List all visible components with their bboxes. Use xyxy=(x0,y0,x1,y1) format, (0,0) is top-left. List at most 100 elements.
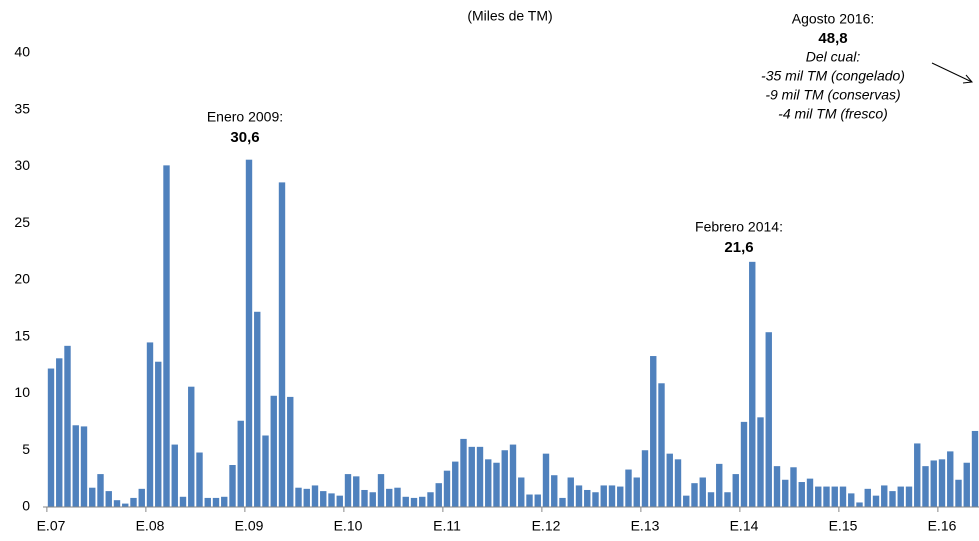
y-tick-label: 40 xyxy=(14,44,30,60)
x-tick-label: E.14 xyxy=(730,518,759,534)
bar xyxy=(526,494,533,507)
bar xyxy=(806,478,814,507)
y-tick-label: 5 xyxy=(22,441,30,457)
bar xyxy=(146,342,154,507)
bar xyxy=(740,421,748,507)
bar xyxy=(163,165,170,508)
bar xyxy=(617,486,624,507)
bar xyxy=(757,417,764,507)
bar xyxy=(171,444,178,507)
bar xyxy=(122,503,129,507)
bar xyxy=(938,459,946,507)
annotation: -35 mil TM (congelado) xyxy=(761,68,905,84)
bar xyxy=(377,474,385,507)
x-tick-label: E.09 xyxy=(235,518,264,534)
y-tick-label: 30 xyxy=(14,157,30,173)
bar xyxy=(344,474,352,507)
bar xyxy=(47,368,55,507)
bar xyxy=(551,475,558,507)
bar xyxy=(138,488,145,507)
bar xyxy=(856,502,863,507)
chart-subtitle: (Miles de TM) xyxy=(467,8,552,24)
bar xyxy=(922,466,929,507)
bar xyxy=(229,465,236,507)
bar xyxy=(262,435,269,507)
bar xyxy=(353,476,360,507)
bar xyxy=(237,420,244,507)
bar xyxy=(97,474,104,507)
bar xyxy=(633,477,640,507)
bar xyxy=(749,261,756,507)
bar xyxy=(658,383,665,507)
bar xyxy=(608,485,616,507)
y-tick-label: 0 xyxy=(22,498,30,514)
bar xyxy=(765,332,772,507)
bar xyxy=(113,500,121,507)
bar xyxy=(328,493,335,507)
annotation: Enero 2009: xyxy=(207,109,283,125)
bar xyxy=(188,386,195,507)
bar xyxy=(320,491,327,507)
plot xyxy=(47,159,979,508)
bar xyxy=(823,486,830,507)
bar xyxy=(80,426,88,507)
annotation: Febrero 2014: xyxy=(695,219,783,235)
bar xyxy=(971,430,979,507)
bar xyxy=(872,495,880,507)
bar xyxy=(848,493,855,507)
bar xyxy=(460,438,467,507)
x-tick-label: E.11 xyxy=(433,518,461,534)
bar xyxy=(707,492,715,507)
bar xyxy=(724,492,731,507)
bar xyxy=(64,345,71,507)
bar xyxy=(509,444,517,507)
bar xyxy=(485,459,492,507)
bar xyxy=(592,492,599,507)
bar xyxy=(402,496,409,507)
arrow-head xyxy=(962,74,973,84)
bar xyxy=(336,495,343,507)
bar xyxy=(476,446,484,507)
bar xyxy=(155,361,162,507)
bar xyxy=(542,453,550,507)
bar xyxy=(287,396,294,507)
bar xyxy=(905,486,913,507)
bar xyxy=(427,492,434,507)
bar xyxy=(452,461,459,507)
bar xyxy=(773,466,781,507)
bar xyxy=(212,497,220,507)
x-tick-label: E.15 xyxy=(829,518,858,534)
annotation: Del cual: xyxy=(806,49,861,65)
bar xyxy=(221,496,228,507)
x-tick-label: E.07 xyxy=(37,518,66,534)
bar xyxy=(897,486,904,507)
bar xyxy=(204,497,211,507)
bar xyxy=(386,488,393,507)
bar xyxy=(534,494,541,507)
bar xyxy=(683,495,690,507)
y-tick-label: 20 xyxy=(14,271,30,287)
y-tick-label: 10 xyxy=(14,384,30,400)
bar xyxy=(584,489,591,507)
bar xyxy=(130,497,137,507)
bar xyxy=(782,479,789,507)
bar xyxy=(732,474,739,507)
bar xyxy=(947,451,954,507)
bar xyxy=(641,450,649,507)
bar xyxy=(443,470,451,507)
bar xyxy=(179,496,187,507)
bar xyxy=(419,496,426,507)
bar xyxy=(410,497,418,507)
annotation: 48,8 xyxy=(818,30,847,47)
bar xyxy=(254,311,261,507)
bar xyxy=(245,159,253,507)
x-tick-label: E.12 xyxy=(532,518,561,534)
bar xyxy=(196,452,203,507)
x-tick-label: E.13 xyxy=(631,518,660,534)
bar xyxy=(72,425,79,507)
bar xyxy=(394,487,401,507)
bar xyxy=(674,459,682,507)
bar xyxy=(468,446,475,507)
bar xyxy=(493,462,500,507)
